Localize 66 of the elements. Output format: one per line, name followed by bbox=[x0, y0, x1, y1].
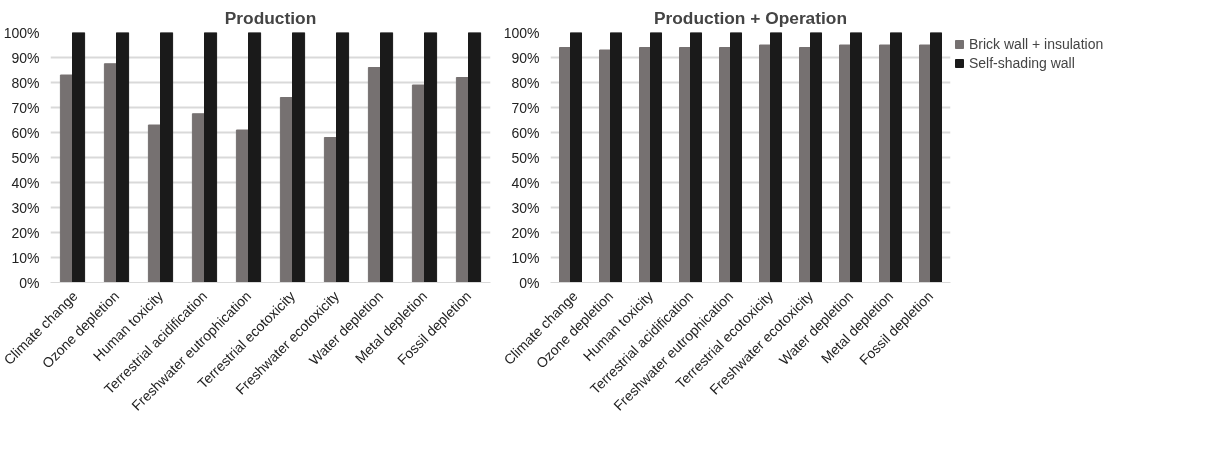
legend-label: Self-shading wall bbox=[969, 55, 1075, 71]
y-tick-label: 50% bbox=[11, 149, 40, 166]
bar bbox=[103, 63, 117, 283]
bar bbox=[850, 32, 862, 283]
bar bbox=[248, 32, 262, 283]
bar bbox=[455, 77, 469, 283]
bar bbox=[367, 67, 381, 283]
bar bbox=[570, 32, 582, 283]
y-tick-label: 10% bbox=[511, 249, 540, 266]
bar bbox=[890, 32, 902, 283]
bar bbox=[411, 84, 425, 283]
y-tick-label: 20% bbox=[11, 224, 40, 241]
bar bbox=[759, 44, 771, 283]
bar bbox=[336, 32, 350, 283]
bar bbox=[59, 74, 73, 283]
y-tick-label: 80% bbox=[511, 74, 540, 91]
y-tick-label: 30% bbox=[11, 199, 40, 216]
y-tick-label: 100% bbox=[3, 24, 40, 41]
bar bbox=[799, 47, 811, 283]
bar bbox=[719, 47, 731, 283]
bar bbox=[610, 32, 622, 283]
y-tick-label: 60% bbox=[511, 124, 540, 141]
bar bbox=[292, 32, 306, 283]
bar bbox=[839, 44, 851, 283]
chart-title: Production bbox=[224, 7, 317, 28]
y-tick-label: 10% bbox=[11, 249, 40, 266]
y-tick-label: 50% bbox=[511, 149, 540, 166]
y-tick-label: 40% bbox=[511, 174, 540, 191]
bar bbox=[930, 32, 942, 283]
bar bbox=[204, 32, 218, 283]
bar bbox=[690, 32, 702, 283]
bar bbox=[323, 137, 337, 283]
bar bbox=[191, 113, 205, 283]
y-tick-label: 100% bbox=[503, 24, 540, 41]
y-tick-label: 90% bbox=[11, 49, 40, 66]
legend-label: Brick wall + insulation bbox=[969, 36, 1104, 52]
bar bbox=[559, 47, 571, 283]
y-tick-label: 90% bbox=[511, 49, 540, 66]
bar bbox=[468, 32, 482, 283]
y-tick-label: 40% bbox=[11, 174, 40, 191]
y-tick-label: 0% bbox=[19, 274, 40, 291]
bar bbox=[235, 129, 249, 283]
bar bbox=[380, 32, 394, 283]
chart-title: Production + Operation bbox=[653, 7, 848, 28]
y-tick-label: 20% bbox=[511, 224, 540, 241]
bar bbox=[650, 32, 662, 283]
bar bbox=[72, 32, 86, 283]
y-tick-label: 70% bbox=[11, 99, 40, 116]
y-tick-label: 30% bbox=[511, 199, 540, 216]
y-tick-label: 70% bbox=[511, 99, 540, 116]
bar bbox=[116, 32, 130, 283]
bar bbox=[279, 97, 293, 283]
bar bbox=[599, 49, 611, 283]
bar bbox=[160, 32, 174, 283]
bar bbox=[730, 32, 742, 283]
bar bbox=[810, 32, 822, 283]
y-tick-label: 0% bbox=[519, 274, 540, 291]
y-tick-label: 80% bbox=[11, 74, 40, 91]
bar bbox=[639, 47, 651, 283]
bar bbox=[879, 44, 891, 283]
bar bbox=[679, 47, 691, 283]
y-tick-label: 60% bbox=[11, 124, 40, 141]
bar bbox=[424, 32, 438, 283]
bar bbox=[147, 124, 161, 283]
bar bbox=[919, 44, 931, 283]
bar bbox=[770, 32, 782, 283]
